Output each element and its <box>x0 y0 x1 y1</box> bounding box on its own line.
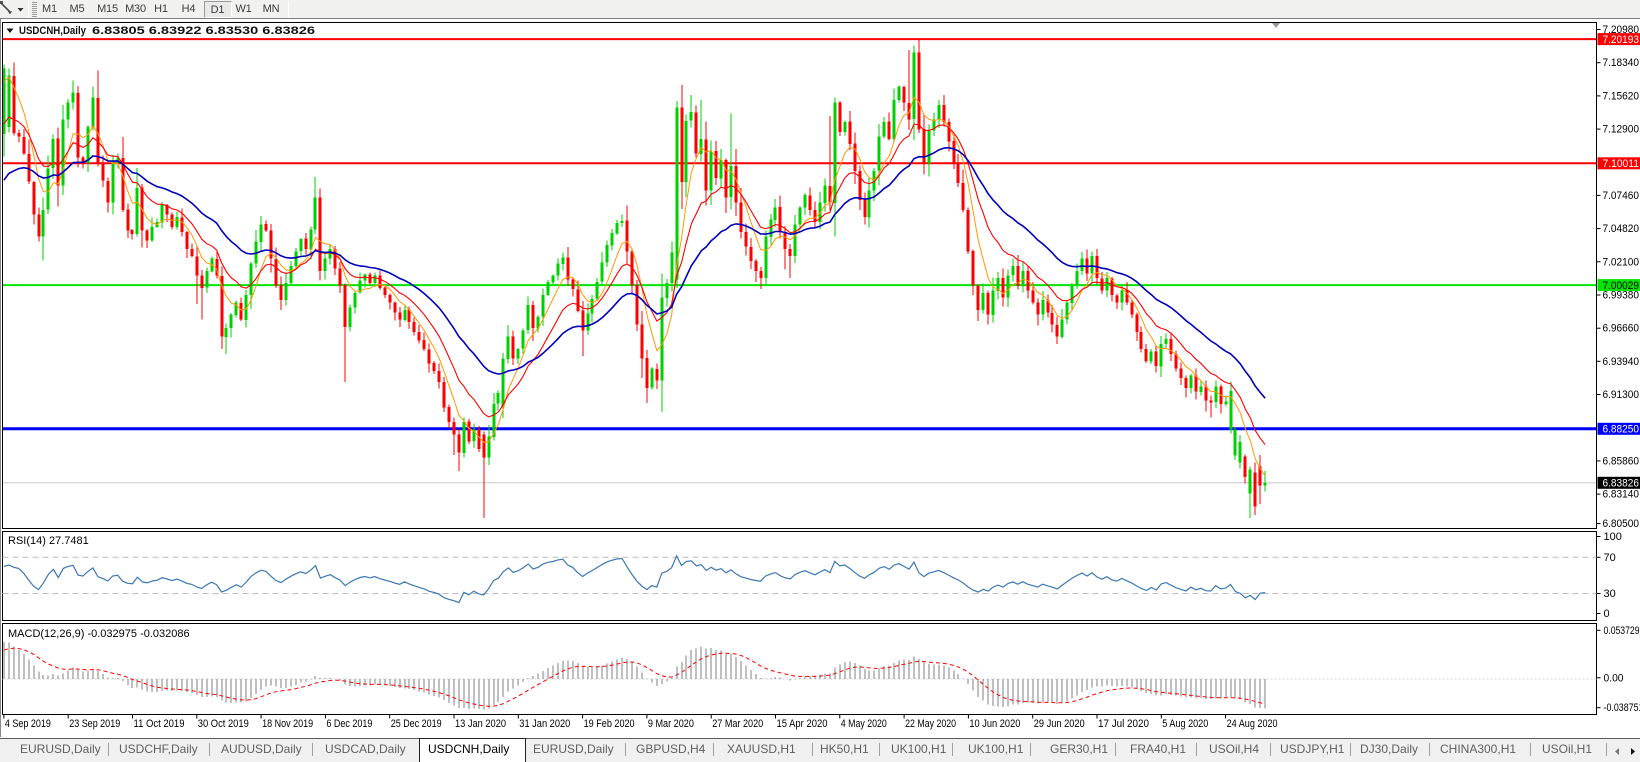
svg-text:23 Sep 2019: 23 Sep 2019 <box>69 718 120 730</box>
svg-text:25 Dec 2019: 25 Dec 2019 <box>391 718 442 730</box>
svg-text:19 Feb 2020: 19 Feb 2020 <box>584 718 635 730</box>
svg-text:100: 100 <box>1604 531 1622 543</box>
svg-text:4 Sep 2019: 4 Sep 2019 <box>5 718 51 730</box>
svg-text:29 Jun 2020: 29 Jun 2020 <box>1034 718 1085 730</box>
svg-text:22 May 2020: 22 May 2020 <box>905 718 956 730</box>
svg-text:18 Nov 2019: 18 Nov 2019 <box>262 718 313 730</box>
svg-text:7.00029: 7.00029 <box>1603 280 1640 292</box>
svg-text:4 May 2020: 4 May 2020 <box>841 718 887 730</box>
svg-text:7.15620: 7.15620 <box>1603 90 1640 102</box>
svg-text:-0.038751: -0.038751 <box>1604 702 1640 714</box>
svg-text:6.83826: 6.83826 <box>1603 478 1640 490</box>
svg-text:7.12900: 7.12900 <box>1603 124 1640 136</box>
svg-text:6.91300: 6.91300 <box>1603 389 1640 401</box>
svg-text:9 Mar 2020: 9 Mar 2020 <box>648 718 694 730</box>
svg-text:0.053729: 0.053729 <box>1604 625 1640 637</box>
svg-text:MACD(12,26,9) -0.032975 -0.032: MACD(12,26,9) -0.032975 -0.032086 <box>8 628 190 640</box>
svg-text:0.00: 0.00 <box>1604 672 1624 684</box>
svg-text:7.10011: 7.10011 <box>1603 158 1640 170</box>
svg-text:RSI(14) 27.7481: RSI(14) 27.7481 <box>8 535 89 547</box>
svg-text:5 Aug 2020: 5 Aug 2020 <box>1162 718 1208 730</box>
svg-text:6.93940: 6.93940 <box>1603 356 1640 368</box>
svg-text:13 Jan 2020: 13 Jan 2020 <box>455 718 506 730</box>
svg-text:6.88250: 6.88250 <box>1603 424 1640 436</box>
svg-text:30: 30 <box>1604 588 1616 600</box>
svg-text:7.02100: 7.02100 <box>1603 256 1640 268</box>
svg-text:31 Jan 2020: 31 Jan 2020 <box>519 718 570 730</box>
svg-text:USDCNH,Daily: USDCNH,Daily <box>19 25 87 37</box>
svg-text:11 Oct 2019: 11 Oct 2019 <box>134 718 185 730</box>
svg-text:7.04820: 7.04820 <box>1603 223 1640 235</box>
svg-text:7.20980: 7.20980 <box>1603 24 1640 36</box>
svg-text:17 Jul 2020: 17 Jul 2020 <box>1098 718 1149 730</box>
svg-text:6 Dec 2019: 6 Dec 2019 <box>326 718 372 730</box>
svg-text:27 Mar 2020: 27 Mar 2020 <box>712 718 763 730</box>
svg-text:7.07460: 7.07460 <box>1603 190 1640 202</box>
svg-text:70: 70 <box>1604 552 1616 564</box>
svg-text:6.83140: 6.83140 <box>1603 489 1640 501</box>
svg-text:24 Aug 2020: 24 Aug 2020 <box>1227 718 1278 730</box>
svg-text:6.83805 6.83922 6.83530 6.8382: 6.83805 6.83922 6.83530 6.83826 <box>92 25 315 37</box>
svg-text:7.18340: 7.18340 <box>1603 57 1640 69</box>
svg-text:6.99380: 6.99380 <box>1603 290 1640 302</box>
svg-text:6.80500: 6.80500 <box>1603 518 1640 530</box>
svg-text:6.96660: 6.96660 <box>1603 323 1640 335</box>
svg-text:6.85860: 6.85860 <box>1603 455 1640 467</box>
svg-text:10 Jun 2020: 10 Jun 2020 <box>969 718 1020 730</box>
svg-text:0: 0 <box>1604 608 1610 620</box>
svg-text:7.20193: 7.20193 <box>1603 34 1640 46</box>
svg-text:15 Apr 2020: 15 Apr 2020 <box>777 718 828 730</box>
svg-text:30 Oct 2019: 30 Oct 2019 <box>198 718 249 730</box>
